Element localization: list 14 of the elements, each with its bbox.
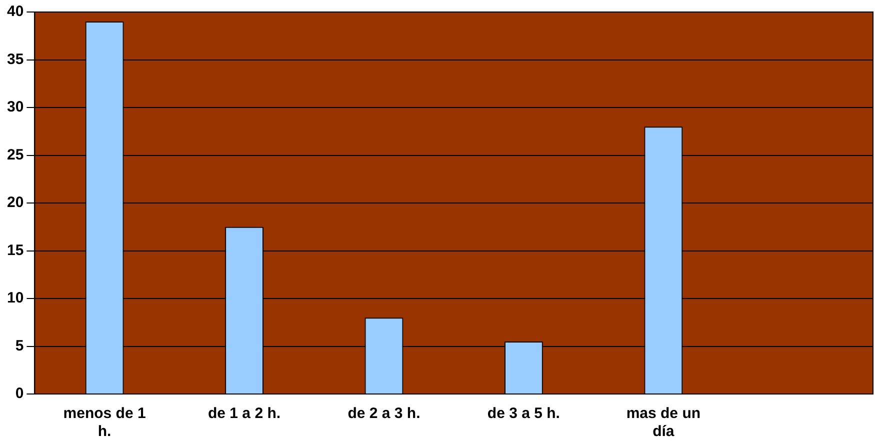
y-tick-label: 0 [15, 385, 24, 402]
x-tick-label: de 2 a 3 h. [348, 405, 420, 422]
y-tick-label: 35 [6, 50, 24, 68]
y-tick-label: 15 [6, 242, 24, 259]
y-tick-label: 40 [6, 3, 24, 20]
x-tick-label: mas de un día [626, 405, 701, 440]
y-tick-label: 30 [6, 98, 24, 116]
x-tick-label: de 3 a 5 h. [487, 405, 560, 422]
y-tick-label: 5 [15, 337, 24, 354]
y-tick-label: 20 [6, 194, 24, 212]
y-tick-label: 10 [6, 290, 24, 307]
x-tick-label: menos de 1 h. [63, 405, 146, 440]
x-tick-label: de 1 a 2 h. [208, 405, 281, 422]
y-tick-label: 25 [6, 146, 24, 164]
